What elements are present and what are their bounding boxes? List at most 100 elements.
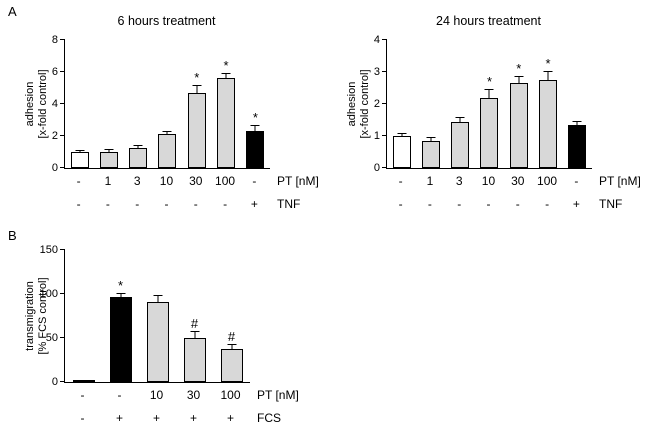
x-tick-label: - (223, 197, 228, 211)
bar-slot (65, 40, 94, 168)
x-axis-row: - - - - - - + TNF (64, 194, 301, 215)
x-tick-label: - (252, 174, 257, 188)
x-axis-row: - - - - - - + TNF (386, 194, 623, 215)
y-tick-label: 4 (373, 34, 380, 46)
y-tick-label: 2 (373, 98, 380, 110)
y-tick-mark (382, 71, 387, 72)
y-tick-label: 6 (51, 66, 58, 78)
bar (509, 83, 528, 168)
x-tick-label: - (515, 197, 520, 211)
x-tick-label: - (80, 388, 85, 402)
error-bar-cap (514, 75, 524, 77)
bar (392, 136, 411, 168)
bar (421, 140, 440, 168)
bar (539, 80, 558, 168)
bar-slot (65, 250, 102, 382)
bar-slot: # (176, 250, 213, 382)
bar-slot (153, 40, 182, 168)
y-tick-label: 0 (51, 376, 58, 388)
error-bar-cap (192, 84, 202, 86)
bar-slot: * (182, 40, 211, 168)
x-tick-label: + (189, 411, 197, 425)
error-bar (576, 121, 578, 125)
x-tick-label: 30 (511, 174, 525, 188)
panel-a-label: A (8, 4, 17, 19)
x-tick-label: - (76, 197, 81, 211)
x-axis-row-label: TNF (599, 197, 623, 211)
error-bar (459, 118, 461, 122)
y-tick-mark (382, 135, 387, 136)
x-tick-label: - (545, 197, 550, 211)
x-tick-label: + (152, 411, 160, 425)
error-bar-cap (572, 120, 582, 122)
y-tick-mark (60, 249, 65, 250)
significance-marker: * (516, 60, 522, 76)
bar-slot (387, 40, 416, 168)
error-bar-cap (190, 330, 199, 332)
error-bar (79, 150, 81, 152)
bar-slot: * (102, 250, 139, 382)
x-tick-label: - (457, 197, 462, 211)
bar-slot: * (504, 40, 533, 168)
y-tick-mark (60, 71, 65, 72)
bar (146, 301, 169, 382)
bar (246, 131, 265, 168)
y-tick-mark (60, 103, 65, 104)
significance-marker: * (117, 278, 124, 293)
plot-area: 0 2 4 6 8 * * * (52, 34, 270, 174)
y-tick-label: 50 (45, 332, 58, 344)
x-tick-label: 30 (189, 174, 203, 188)
x-tick-label: 1 (104, 174, 112, 188)
error-bar-cap (455, 117, 465, 119)
bar-slot: # (213, 250, 250, 382)
y-axis-label-area: transmigration [% FCS control] (10, 250, 64, 382)
bar (129, 148, 148, 168)
x-tick-label: + (250, 197, 258, 211)
y-axis-label-line2: [x-fold control] (359, 69, 371, 139)
y-tick-mark (60, 293, 65, 294)
bar-slot (416, 40, 445, 168)
error-bar (157, 295, 158, 302)
x-tick-label: 3 (133, 174, 141, 188)
x-axis-row: - + + + + FCS (64, 408, 282, 429)
error-bar (254, 126, 256, 132)
x-tick-label: - (117, 388, 122, 402)
bar-slot (563, 40, 592, 168)
bar (72, 380, 95, 382)
bar (109, 296, 132, 382)
x-tick-label: - (76, 174, 81, 188)
y-axis-label: adhesion [x-fold control] (346, 69, 372, 138)
y-tick-mark (60, 337, 65, 338)
y-tick-label: 2 (51, 130, 58, 142)
bar (99, 152, 118, 168)
bar (158, 134, 177, 168)
error-bar-cap (116, 293, 125, 294)
error-bar-cap (227, 344, 236, 346)
y-tick-label: 3 (373, 66, 380, 78)
y-axis-label-line1: adhesion (346, 81, 358, 127)
x-tick-label: 100 (537, 174, 558, 188)
error-bar (196, 85, 198, 93)
y-tick-label: 1 (373, 130, 380, 142)
x-axis-row-label: PT [nM] (277, 174, 319, 188)
x-tick-label: - (427, 197, 432, 211)
error-bar (488, 89, 490, 98)
chart-body: adhesion [x-fold control] 0 2 4 6 8 * * * - 1 3 10 30 1… (10, 34, 319, 215)
x-tick-label: - (398, 197, 403, 211)
x-tick-label: + (115, 411, 123, 425)
y-tick-label: 8 (51, 34, 58, 46)
chart-body: transmigration [% FCS control] 0 50 100 150 * #… (10, 244, 299, 429)
x-axis-row: - 1 3 10 30 100 - PT [nM] (386, 171, 641, 192)
chart-adhesion-24h: 24 hours treatment adhesion [x-fold contro… (332, 14, 641, 215)
bar (183, 338, 206, 382)
significance-marker: * (252, 110, 258, 126)
x-axis-row-label: FCS (257, 411, 281, 425)
error-bar (401, 133, 403, 136)
x-tick-label: + (226, 411, 234, 425)
x-tick-label: 3 (455, 174, 463, 188)
x-tick-label: 10 (159, 174, 174, 188)
significance-marker: * (545, 56, 551, 71)
x-axis-row-label: TNF (277, 197, 301, 211)
bar (70, 152, 89, 168)
